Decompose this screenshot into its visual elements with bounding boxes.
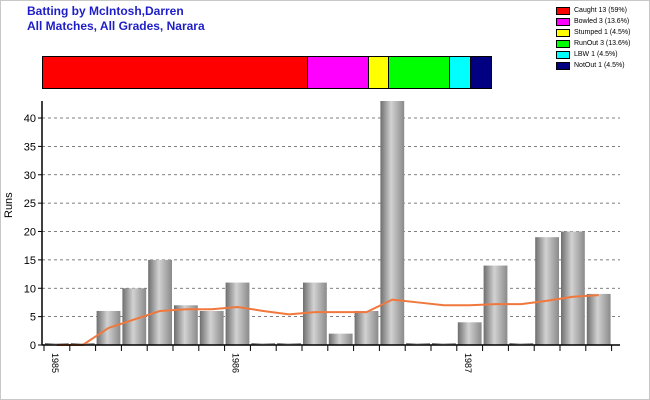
- bar: [509, 343, 534, 345]
- bar: [148, 259, 172, 345]
- legend-item: Bowled 3 (13.6%): [556, 16, 630, 27]
- legend-item: Caught 13 (59%): [556, 5, 630, 16]
- bar: [174, 305, 198, 345]
- legend-label: LBW 1 (4.5%): [574, 51, 618, 58]
- y-tick-label: 15: [24, 255, 36, 267]
- legend-item: NotOut 1 (4.5%): [556, 60, 630, 71]
- y-tick-label: 10: [24, 283, 36, 295]
- bar: [251, 343, 276, 345]
- x-tick-label: 1987: [463, 353, 473, 373]
- legend-item: LBW 1 (4.5%): [556, 49, 630, 60]
- legend-swatch: [556, 50, 570, 59]
- title-line-1: Batting by McIntosh,Darren: [27, 4, 184, 18]
- dismissal-segment-runout: [389, 57, 451, 88]
- x-tick-label: 1986: [231, 353, 241, 373]
- legend-swatch: [556, 39, 570, 48]
- bar: [380, 101, 405, 345]
- bar: [277, 343, 301, 345]
- legend-label: Caught 13 (59%): [574, 7, 627, 14]
- bar: [354, 310, 379, 345]
- bar: [328, 333, 353, 345]
- dismissal-segment-stumped: [368, 57, 390, 88]
- bar: [432, 343, 456, 345]
- y-tick-label: 0: [30, 340, 36, 352]
- legend-swatch: [556, 61, 570, 70]
- legend-swatch: [556, 6, 570, 15]
- legend-label: RunOut 3 (13.6%): [574, 40, 631, 47]
- x-tick-label: 1985: [50, 353, 60, 373]
- bar: [483, 265, 508, 345]
- bar: [457, 322, 482, 345]
- legend-swatch: [556, 28, 570, 37]
- bar: [122, 288, 147, 345]
- dismissal-distribution-bar: [42, 56, 492, 89]
- y-tick-label: 20: [24, 227, 36, 239]
- y-tick-label: 40: [24, 113, 36, 125]
- dismissal-segment-lbw: [450, 57, 471, 88]
- legend-label: Bowled 3 (13.6%): [574, 18, 630, 25]
- legend-label: NotOut 1 (4.5%): [574, 62, 625, 69]
- chart-title: Batting by McIntosh,Darren All Matches, …: [27, 4, 205, 34]
- legend: Caught 13 (59%) Bowled 3 (13.6%) Stumped 1…: [556, 5, 630, 71]
- bar: [303, 282, 327, 345]
- dismissal-segment-caught: [43, 57, 308, 88]
- y-tick-label: 25: [24, 198, 36, 210]
- bar: [225, 282, 250, 345]
- dismissal-segment-bowled: [307, 57, 369, 88]
- y-tick-label: 35: [24, 141, 36, 153]
- title-line-2: All Matches, All Grades, Narara: [27, 19, 205, 33]
- legend-item: Stumped 1 (4.5%): [556, 27, 630, 38]
- y-tick-label: 30: [24, 170, 36, 182]
- legend-item: RunOut 3 (13.6%): [556, 38, 630, 49]
- bar: [199, 310, 224, 345]
- y-tick-label: 5: [30, 312, 36, 324]
- bar: [535, 237, 559, 345]
- bar: [406, 343, 430, 345]
- average-line: [56, 294, 599, 346]
- legend-swatch: [556, 17, 570, 26]
- legend-label: Stumped 1 (4.5%): [574, 29, 631, 36]
- dismissal-segment-notout: [470, 57, 491, 88]
- bar: [586, 293, 611, 345]
- bar: [561, 231, 585, 345]
